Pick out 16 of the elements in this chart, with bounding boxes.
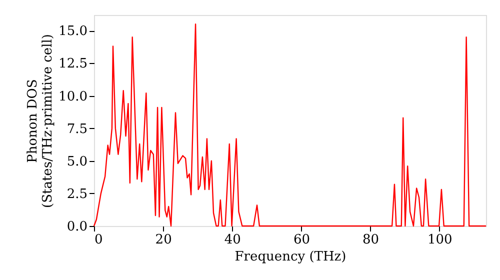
x-tick-label: 0	[94, 232, 103, 248]
y-tick-label: 7.5	[66, 122, 88, 137]
x-tick-label: 80	[362, 232, 380, 248]
x-tick-label: 60	[293, 232, 310, 248]
line-series	[93, 24, 487, 227]
y-tick-label: 0.0	[66, 220, 88, 234]
x-tick-label: 40	[224, 232, 241, 248]
y-tick-label: 15.0	[58, 24, 88, 40]
y-tick-label: 10.0	[58, 89, 88, 104]
y-tick-label: 2.5	[66, 186, 88, 202]
x-tick-label: 20	[155, 232, 172, 248]
x-axis-title: Frequency (THz)	[234, 250, 346, 264]
x-tick-label: 100	[427, 232, 452, 248]
y-tick-label: 5.0	[66, 154, 88, 170]
y-tick-label: 12.5	[58, 56, 88, 72]
y-axis-title: Phonon DOS (States/THz·primitive cell)	[26, 34, 56, 208]
